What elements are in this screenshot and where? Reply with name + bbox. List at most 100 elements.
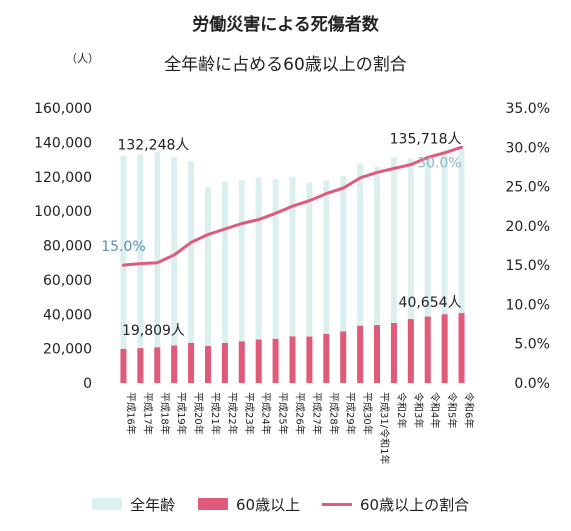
bar-60-plus — [357, 325, 364, 383]
left-axis-tick-label: 160,000 — [34, 101, 92, 117]
bar-60-plus — [137, 348, 144, 383]
data-label: 135,718人 — [390, 132, 462, 148]
x-axis-tick-label: 令和4年 — [429, 392, 442, 428]
data-label: 40,654人 — [399, 295, 462, 311]
bar-60-plus — [323, 333, 330, 383]
bar-all-ages — [357, 164, 364, 383]
data-label: 15.0% — [101, 239, 145, 255]
data-label: 30.0% — [417, 155, 461, 171]
legend-swatch-60-plus — [198, 498, 228, 510]
x-axis-tick-label: 令和6年 — [463, 392, 476, 428]
bar-all-ages — [374, 167, 381, 383]
legend-swatch-all-ages — [92, 498, 122, 510]
x-axis-tick-label: 平成18年 — [158, 392, 171, 435]
x-axis-tick-label: 平成23年 — [243, 392, 256, 435]
bar-all-ages — [390, 157, 397, 383]
bar-60-plus — [188, 342, 195, 383]
legend-item-ratio: 60歳以上の割合 — [322, 494, 469, 514]
bar-all-ages — [272, 179, 279, 383]
x-axis-tick-label: 令和5年 — [446, 392, 459, 428]
bar-all-ages — [120, 155, 127, 383]
bar-all-ages — [407, 158, 414, 383]
bar-all-ages — [188, 161, 195, 383]
left-axis-tick-label: 20,000 — [43, 342, 92, 358]
bar-60-plus — [221, 342, 228, 383]
right-axis-tick-label: 30.0% — [506, 140, 550, 156]
x-axis-tick-label: 令和2年 — [395, 392, 408, 428]
bar-all-ages — [238, 180, 245, 383]
left-axis-tick-label: 100,000 — [34, 204, 92, 220]
bar-60-plus — [171, 345, 178, 383]
x-axis-tick-label: 令和3年 — [412, 392, 425, 428]
x-axis-tick-label: 平成27年 — [310, 392, 323, 435]
bar-60-plus — [458, 313, 465, 383]
bar-all-ages — [204, 187, 211, 383]
left-axis-tick-label: 60,000 — [43, 273, 92, 289]
bar-all-ages — [323, 180, 330, 383]
legend-swatch-ratio — [322, 502, 352, 506]
left-axis-tick-label: 0 — [83, 376, 92, 392]
left-axis-unit-label: （人） — [66, 52, 99, 65]
x-axis-tick-label: 平成30年 — [361, 392, 374, 435]
right-axis-tick-label: 0.0% — [514, 376, 550, 392]
right-axis-tick-label: 35.0% — [506, 101, 550, 117]
right-axis-tick-label: 15.0% — [506, 258, 550, 274]
left-axis-tick-label: 120,000 — [34, 170, 92, 186]
bar-60-plus — [289, 336, 296, 383]
x-axis-tick-label: 平成26年 — [294, 392, 307, 435]
x-axis-tick-label: 平成16年 — [124, 392, 137, 435]
bar-60-plus — [374, 325, 381, 383]
x-axis-tick-label: 平成17年 — [141, 392, 154, 435]
x-axis-tick-label: 平成28年 — [327, 392, 340, 435]
data-label: 19,809人 — [122, 323, 185, 339]
left-axis-tick-label: 140,000 — [34, 135, 92, 151]
bar-60-plus — [255, 339, 262, 383]
bar-all-ages — [221, 181, 228, 383]
x-axis-tick-label: 平成21年 — [209, 392, 222, 435]
bar-all-ages — [171, 156, 178, 383]
bar-all-ages — [255, 177, 262, 383]
x-axis-tick-label: 平成29年 — [344, 392, 357, 435]
bar-60-plus — [340, 331, 347, 383]
bar-60-plus — [272, 338, 279, 383]
bar-all-ages — [289, 176, 296, 383]
chart-subtitle: 全年齢に占める60歳以上の割合 — [164, 55, 407, 75]
bar-all-ages — [340, 175, 347, 383]
x-axis-tick-label: 平成25年 — [277, 392, 290, 435]
legend-label-60-plus: 60歳以上 — [236, 495, 301, 514]
right-axis-tick-label: 25.0% — [506, 180, 550, 196]
bar-60-plus — [120, 348, 127, 383]
ratio-line — [122, 145, 463, 267]
legend-item-all-ages: 全年齢 — [92, 494, 175, 514]
bar-60-plus — [204, 346, 211, 383]
bar-all-ages — [137, 154, 144, 383]
bar-60-plus — [424, 316, 431, 383]
x-axis-tick-label: 平成24年 — [260, 392, 273, 435]
x-axis-tick-label: 平成31/令和1年 — [378, 392, 391, 464]
chart-title: 労働災害による死傷者数 — [192, 15, 379, 35]
bar-60-plus — [154, 347, 161, 383]
bar-60-plus — [390, 323, 397, 383]
bar-60-plus — [441, 314, 448, 383]
x-axis-tick-label: 平成22年 — [226, 392, 239, 435]
right-axis-tick-label: 10.0% — [506, 297, 550, 313]
x-axis-tick-label: 平成19年 — [175, 392, 188, 435]
x-axis-tick-label: 平成20年 — [192, 392, 205, 435]
right-axis-tick-label: 5.0% — [514, 337, 550, 353]
data-label: 132,248人 — [117, 138, 189, 154]
bar-all-ages — [441, 150, 448, 383]
left-axis-tick-label: 40,000 — [43, 307, 92, 323]
legend-label-all-ages: 全年齢 — [130, 495, 176, 514]
bar-60-plus — [306, 336, 313, 383]
legend-item-60-plus: 60歳以上 — [198, 494, 300, 514]
bar-all-ages — [424, 155, 431, 383]
right-axis-tick-label: 20.0% — [506, 219, 550, 235]
bar-all-ages — [306, 182, 313, 383]
bar-60-plus — [407, 319, 414, 383]
left-axis-tick-label: 80,000 — [43, 239, 92, 255]
bar-60-plus — [238, 341, 245, 383]
bar-all-ages — [458, 149, 465, 383]
legend-label-ratio: 60歳以上の割合 — [360, 495, 470, 514]
bar-all-ages — [154, 152, 161, 383]
